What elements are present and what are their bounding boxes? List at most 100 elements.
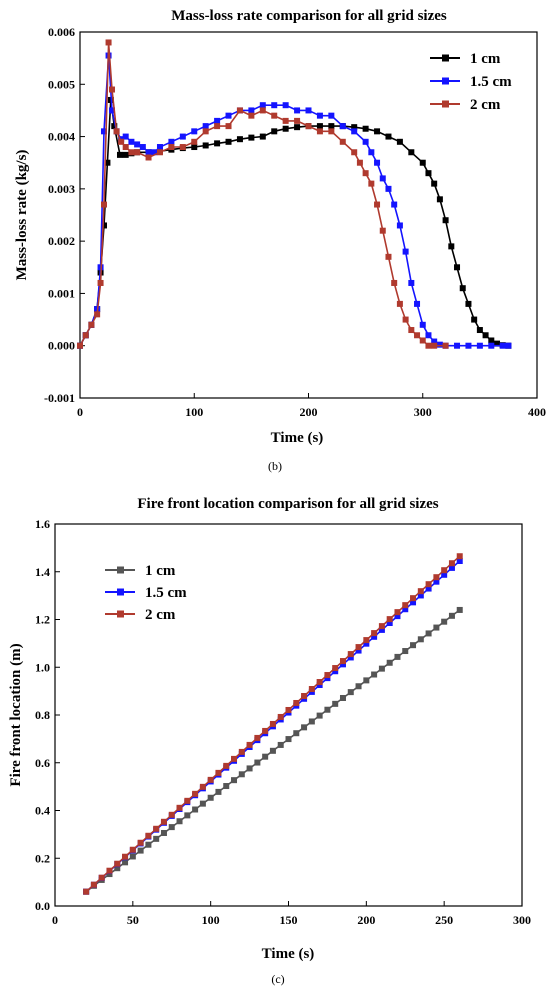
b-point-1-5-cm [402,248,409,255]
b-point-1-5-cm [505,342,512,349]
b-point-2-cm [128,149,135,156]
chart-c-y-axis-label: Fire front location (m) [8,643,24,786]
b-point-1-cm [419,159,426,166]
c-point-1-cm [215,788,222,795]
b-y-tick-label: 0.001 [48,286,75,300]
c-point-2-cm [339,658,346,665]
c-point-1-cm [324,706,331,713]
chart-c-title: Fire front location comparison for all g… [137,496,438,512]
c-point-2-cm [355,644,362,651]
b-point-2-cm [236,107,243,114]
b-point-2-cm [414,332,421,339]
b-point-1-cm [259,133,266,140]
c-point-1-cm [425,630,432,637]
c-point-1-cm [363,677,370,684]
c-point-1-5-cm [347,654,354,661]
b-point-2-cm [385,253,392,260]
c-point-1-5-cm [433,578,440,585]
c-point-2-cm [223,762,230,769]
c-legend-label-1-cm: 1 cm [145,563,176,579]
chart-c-x-ticks: 0 50 100 150 200 250 300 [52,901,531,927]
b-point-1-cm [408,149,415,156]
c-legend-marker-1-cm [117,566,124,574]
c-point-1-cm [246,765,253,772]
b-point-1-5-cm [499,342,506,349]
c-point-1-5-cm [402,606,409,613]
b-point-1-5-cm [128,138,135,145]
b-point-2-cm [362,170,369,177]
b-point-1-cm [465,300,472,307]
c-point-2-cm [262,727,269,734]
c-point-2-cm [324,672,331,679]
c-point-1-cm [347,689,354,696]
c-point-2-cm [347,651,354,658]
b-point-2-cm [179,144,186,151]
c-point-1-5-cm [339,661,346,668]
c-point-1-cm [402,648,409,655]
b-point-1-5-cm [454,342,461,349]
c-y-tick-label: 0.0 [35,899,50,913]
b-point-1-cm [122,151,129,158]
c-point-2-cm [137,839,144,846]
b-point-1-5-cm [385,185,392,192]
c-point-2-cm [285,706,292,713]
b-point-2-cm [94,311,101,318]
b-point-2-cm [82,332,89,339]
c-point-1-cm [184,812,191,819]
c-point-2-cm [425,581,432,588]
b-point-1-5-cm [225,112,232,119]
c-point-1-cm [192,806,199,813]
c-point-2-cm [254,734,261,741]
c-point-1-cm [231,777,238,784]
c-point-2-cm [192,790,199,797]
b-point-2-cm [425,342,432,349]
c-point-1-cm [410,642,417,649]
c-point-1-cm [308,718,315,725]
c-point-1-cm [316,712,323,719]
b-point-2-cm [379,227,386,234]
b-point-2-cm [351,149,358,156]
c-point-1-cm [168,824,175,831]
chart-b-x-ticks: 0 100 200 300 400 [77,393,546,419]
chart-b-y-axis-label: Mass-loss rate (kg/s) [14,150,30,281]
c-x-tick-label: 150 [280,913,298,927]
b-point-2-cm [368,180,375,187]
b-point-2-cm [225,123,232,130]
b-y-tick-label: 0.005 [48,77,75,91]
c-y-tick-label: 1.2 [35,613,50,627]
c-point-2-cm [316,679,323,686]
chart-c-y-ticks: 0.0 0.2 0.4 0.6 0.8 1.0 1.2 1.4 1.6 [35,517,60,913]
c-point-1-cm [301,724,308,731]
b-legend-marker-2-cm [442,100,449,108]
b-y-tick-label: 0.004 [48,130,75,144]
c-point-1-cm [332,700,339,707]
b-point-1-cm [374,128,381,135]
c-y-tick-label: 1.6 [35,517,50,531]
b-point-2-cm [316,128,323,135]
c-point-2-cm [246,741,253,748]
b-legend-label-1-5-cm: 1.5 cm [470,74,512,90]
c-point-1-5-cm [378,626,385,633]
b-point-1-5-cm [316,112,323,119]
c-legend-label-1-5-cm: 1.5 cm [145,585,187,601]
b-point-1-5-cm [436,341,443,348]
b-point-1-5-cm [179,133,186,140]
b-point-2-cm [168,144,175,151]
c-point-1-5-cm [363,640,370,647]
c-x-tick-label: 250 [435,913,453,927]
b-point-1-5-cm [108,107,115,114]
c-point-2-cm [160,818,167,825]
b-point-1-5-cm [419,321,426,328]
c-point-1-cm [386,659,393,666]
c-point-1-5-cm [371,633,378,640]
b-point-1-5-cm [191,128,198,135]
c-point-2-cm [456,553,463,560]
chart-c-legend: 1 cm 1.5 cm 2 cm [105,563,187,623]
c-y-tick-label: 0.8 [35,708,50,722]
c-point-2-cm [371,630,378,637]
b-point-1-5-cm [408,279,415,286]
b-point-2-cm [113,128,120,135]
b-point-1-cm [362,125,369,132]
b-point-1-cm [100,222,107,229]
c-x-tick-label: 300 [513,913,531,927]
